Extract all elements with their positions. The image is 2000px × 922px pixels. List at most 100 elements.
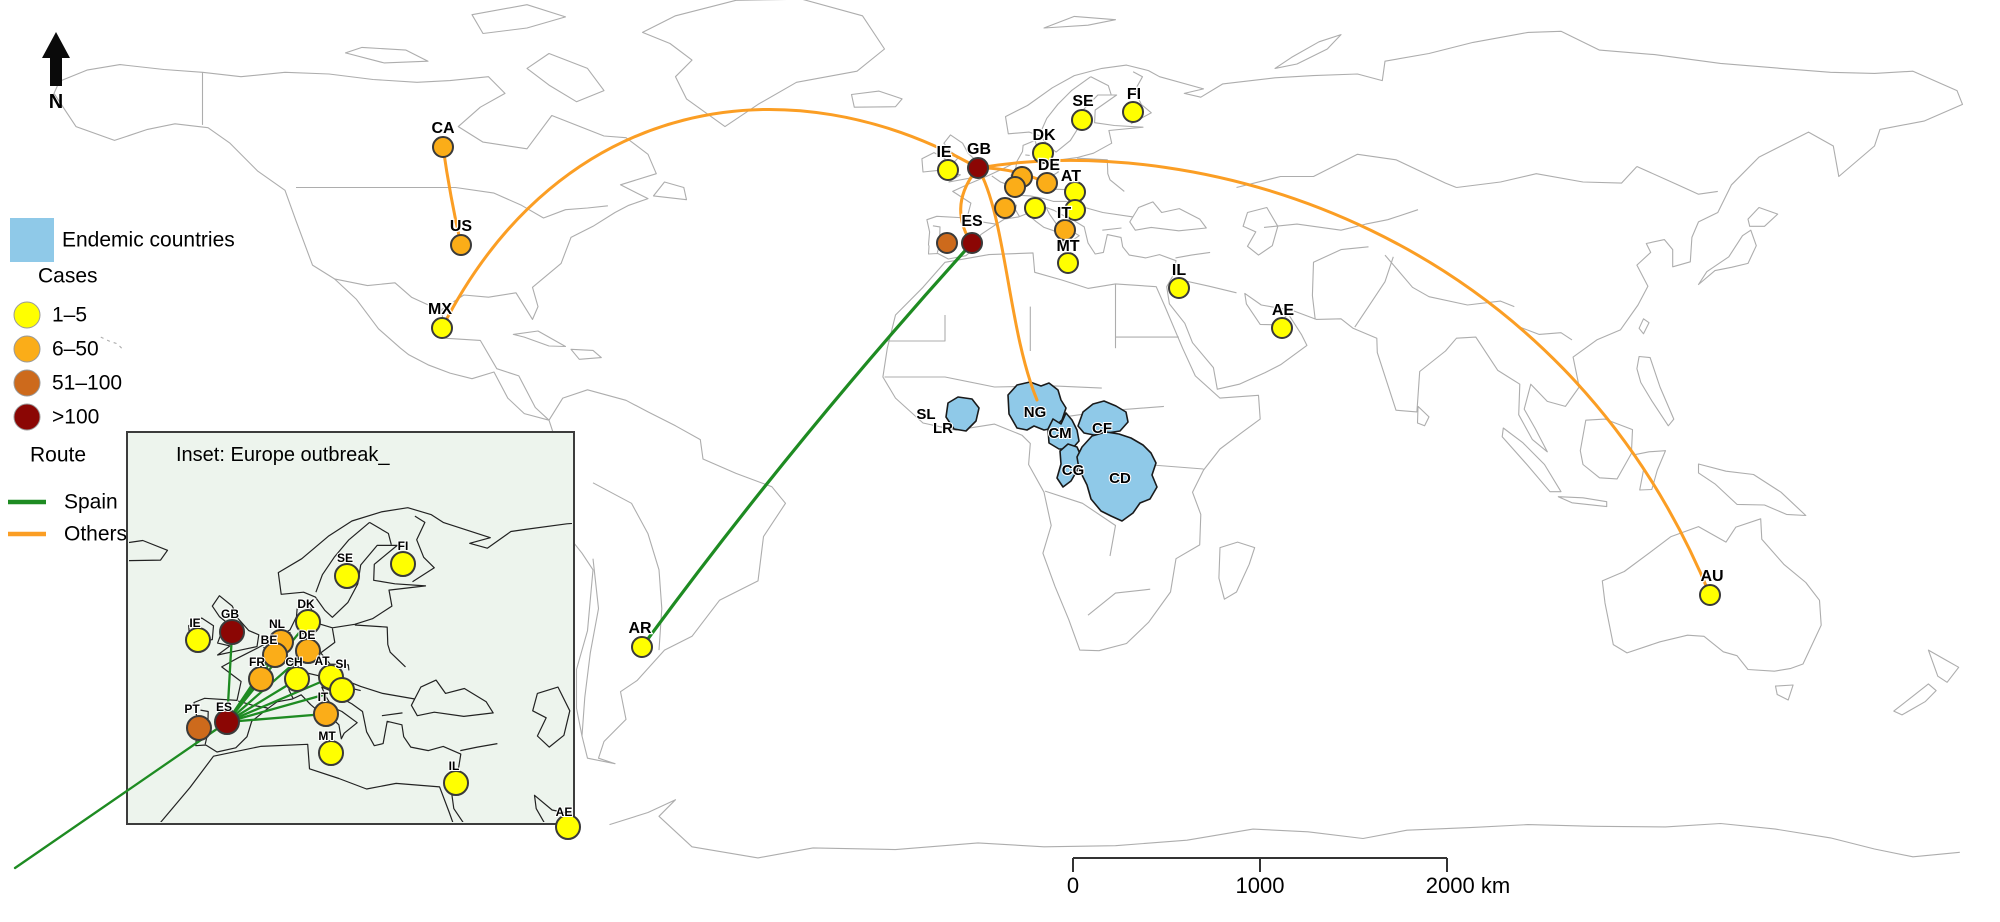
case-marker-pt [936, 232, 958, 254]
case-label-51-100: 51–100 [52, 372, 122, 395]
inset-case-label-dk: DK [297, 597, 315, 611]
scale-tick-0: 0 [1067, 873, 1079, 898]
endemic-country-cm [1047, 412, 1080, 450]
inset-case-marker-si [329, 677, 355, 703]
case-swatch-gt100 [13, 403, 41, 431]
case-label-mx: MX [428, 301, 452, 318]
case-label-au: AU [1700, 568, 1723, 585]
inset-country-border [320, 652, 350, 671]
inset-case-marker-pt [186, 715, 212, 741]
endemic-country-ng [1007, 381, 1067, 431]
inset-case-label-pt: PT [184, 702, 200, 716]
inset-case-marker-gb [219, 619, 245, 645]
country-border [592, 482, 663, 651]
endemic-label-cm: CM [1048, 425, 1071, 442]
coastline [1557, 496, 1608, 508]
country-border [967, 218, 996, 225]
inset-case-label-nl: NL [269, 617, 285, 631]
case-marker-ca [432, 136, 454, 158]
coastline [1579, 418, 1634, 480]
scale-bar: 0 1000 2000 km [1067, 857, 1510, 898]
route-legend-title: Route [30, 444, 86, 467]
country-border [1130, 71, 1152, 125]
country-border [1102, 227, 1122, 231]
inset-case-label-se: SE [337, 551, 353, 565]
country-border [1076, 157, 1125, 192]
route-label-others: Others [64, 523, 127, 546]
case-marker-si [1064, 199, 1086, 221]
inset-case-label-fi: FI [398, 539, 409, 553]
country-border [1019, 194, 1066, 202]
endemic-swatch [10, 218, 54, 262]
inset-country-border [460, 743, 498, 752]
coastline [1274, 34, 1342, 69]
endemic-label-ng: NG [1024, 404, 1047, 421]
inset-country-border [412, 515, 435, 583]
coastline [850, 90, 903, 108]
coastline [1043, 15, 1117, 29]
inset-route-es-si [225, 688, 343, 724]
inset-coastline [129, 539, 169, 562]
inset-case-label-ae: AE [556, 805, 573, 819]
case-swatch-51-100 [13, 369, 41, 397]
coastline [1129, 201, 1207, 232]
coastline [512, 330, 567, 348]
inset-case-label-ch: CH [285, 655, 302, 669]
inset-route-es-ch [225, 678, 298, 724]
coastline [1927, 649, 1960, 683]
inset-case-label-be: BE [261, 633, 278, 647]
country-border [884, 315, 946, 342]
north-arrow: N [42, 32, 70, 113]
case-label-fi: FI [1127, 86, 1141, 103]
inset-case-label-at: AT [314, 654, 330, 668]
case-marker-it [1054, 219, 1076, 241]
case-label-ca: CA [431, 120, 455, 137]
inset-case-label-fr: FR [249, 655, 265, 669]
case-marker-us [450, 234, 472, 256]
coastline [570, 348, 602, 360]
country-border [1516, 325, 1573, 341]
case-label-gb: GB [967, 141, 991, 158]
coastline [471, 4, 567, 35]
inset-case-marker-it [313, 701, 339, 727]
coastline [1774, 684, 1794, 701]
endemic-country-sl-lr [945, 396, 980, 432]
inset-title: Inset: Europe outbreak_ [176, 444, 390, 466]
country-border [1311, 246, 1369, 320]
inset-case-label-ie: IE [189, 616, 200, 630]
case-marker-mx [431, 317, 453, 339]
inset-coastline [160, 743, 454, 822]
case-label-dk: DK [1032, 127, 1056, 144]
case-label-es: ES [961, 213, 983, 230]
scale-bar-line [1072, 857, 1448, 872]
coastline [53, 64, 657, 421]
case-marker-es [961, 232, 983, 254]
coastline [344, 46, 429, 64]
inset-coastline [211, 595, 260, 656]
legend: Endemic countries Cases 1–5 6–50 51–100 … [8, 218, 235, 546]
inset-case-label-de: DE [299, 628, 316, 642]
country-border [1263, 209, 1419, 231]
scale-tick-1000: 1000 [1236, 873, 1285, 898]
inset-route-es-at [225, 676, 332, 724]
case-label-it: IT [1057, 205, 1071, 222]
coastline [1697, 229, 1757, 286]
coastline [1416, 405, 1430, 427]
hawaii-islands [100, 336, 125, 352]
country-border [1040, 76, 1092, 133]
endemic-label-cd: CD [1109, 470, 1131, 487]
endemic-label-cg: CG [1062, 462, 1085, 479]
country-border [1087, 588, 1151, 616]
case-label-de: DE [1038, 157, 1061, 174]
inset-route-es-it [225, 712, 327, 724]
inset-case-label-gb: GB [221, 607, 239, 621]
case-marker-au [1699, 584, 1721, 606]
country-border [1175, 251, 1211, 259]
coastline [1634, 450, 1667, 491]
case-label-gt100: >100 [52, 406, 99, 429]
country-border [884, 376, 1102, 389]
country-border [1044, 490, 1117, 557]
case-marker-ie [937, 159, 959, 181]
